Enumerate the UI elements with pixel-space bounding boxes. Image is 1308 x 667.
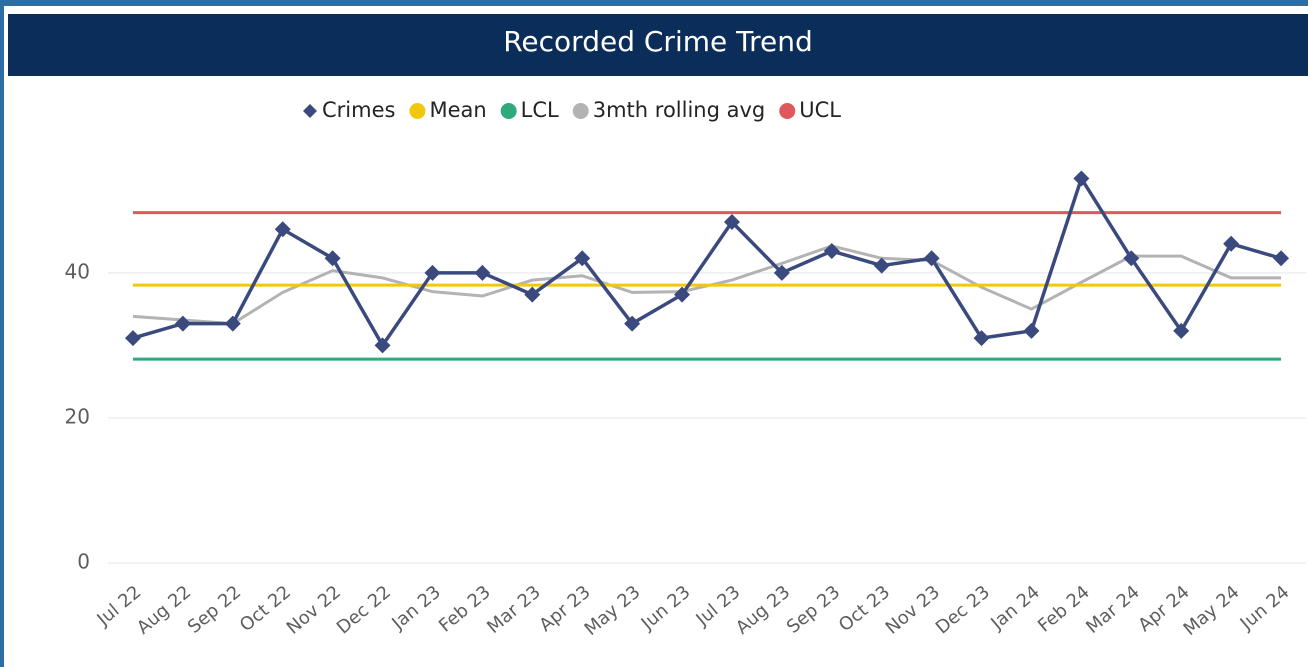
y-tick-label: 20 — [65, 404, 90, 428]
data-point — [1173, 322, 1190, 339]
y-tick-label: 40 — [65, 259, 90, 283]
y-tick-label: 0 — [77, 550, 90, 574]
data-point — [324, 250, 341, 267]
data-point — [1273, 250, 1290, 267]
legend-label: LCL — [521, 98, 559, 122]
data-point — [1223, 235, 1240, 252]
title-bar — [8, 14, 1308, 76]
legend-label: Mean — [429, 98, 486, 122]
legend-marker — [409, 103, 426, 119]
data-point — [1073, 170, 1090, 187]
data-point — [923, 250, 940, 267]
data-point — [474, 264, 491, 281]
data-point — [823, 243, 840, 260]
data-point — [524, 286, 541, 303]
panel — [4, 6, 1308, 667]
legend-marker — [500, 103, 517, 119]
data-point — [274, 221, 291, 238]
data-point — [574, 250, 591, 267]
data-point — [723, 214, 740, 231]
legend-label: Crimes — [322, 98, 395, 122]
data-point — [973, 330, 990, 347]
legend-label: 3mth rolling avg — [593, 98, 766, 122]
data-point — [873, 257, 890, 274]
data-point — [374, 337, 391, 354]
data-point — [174, 315, 191, 332]
data-point — [674, 286, 691, 303]
data-point — [424, 264, 441, 281]
legend-marker — [303, 104, 317, 118]
chart-title: Recorded Crime Trend — [503, 25, 813, 58]
data-point — [773, 264, 790, 281]
data-point — [624, 315, 641, 332]
legend-label: UCL — [799, 98, 841, 122]
legend-marker — [572, 103, 589, 119]
data-point — [224, 315, 241, 332]
legend-marker — [779, 103, 796, 119]
data-point — [1123, 250, 1140, 267]
series-line — [132, 174, 1282, 349]
data-point — [124, 330, 141, 347]
data-point — [1023, 322, 1040, 339]
